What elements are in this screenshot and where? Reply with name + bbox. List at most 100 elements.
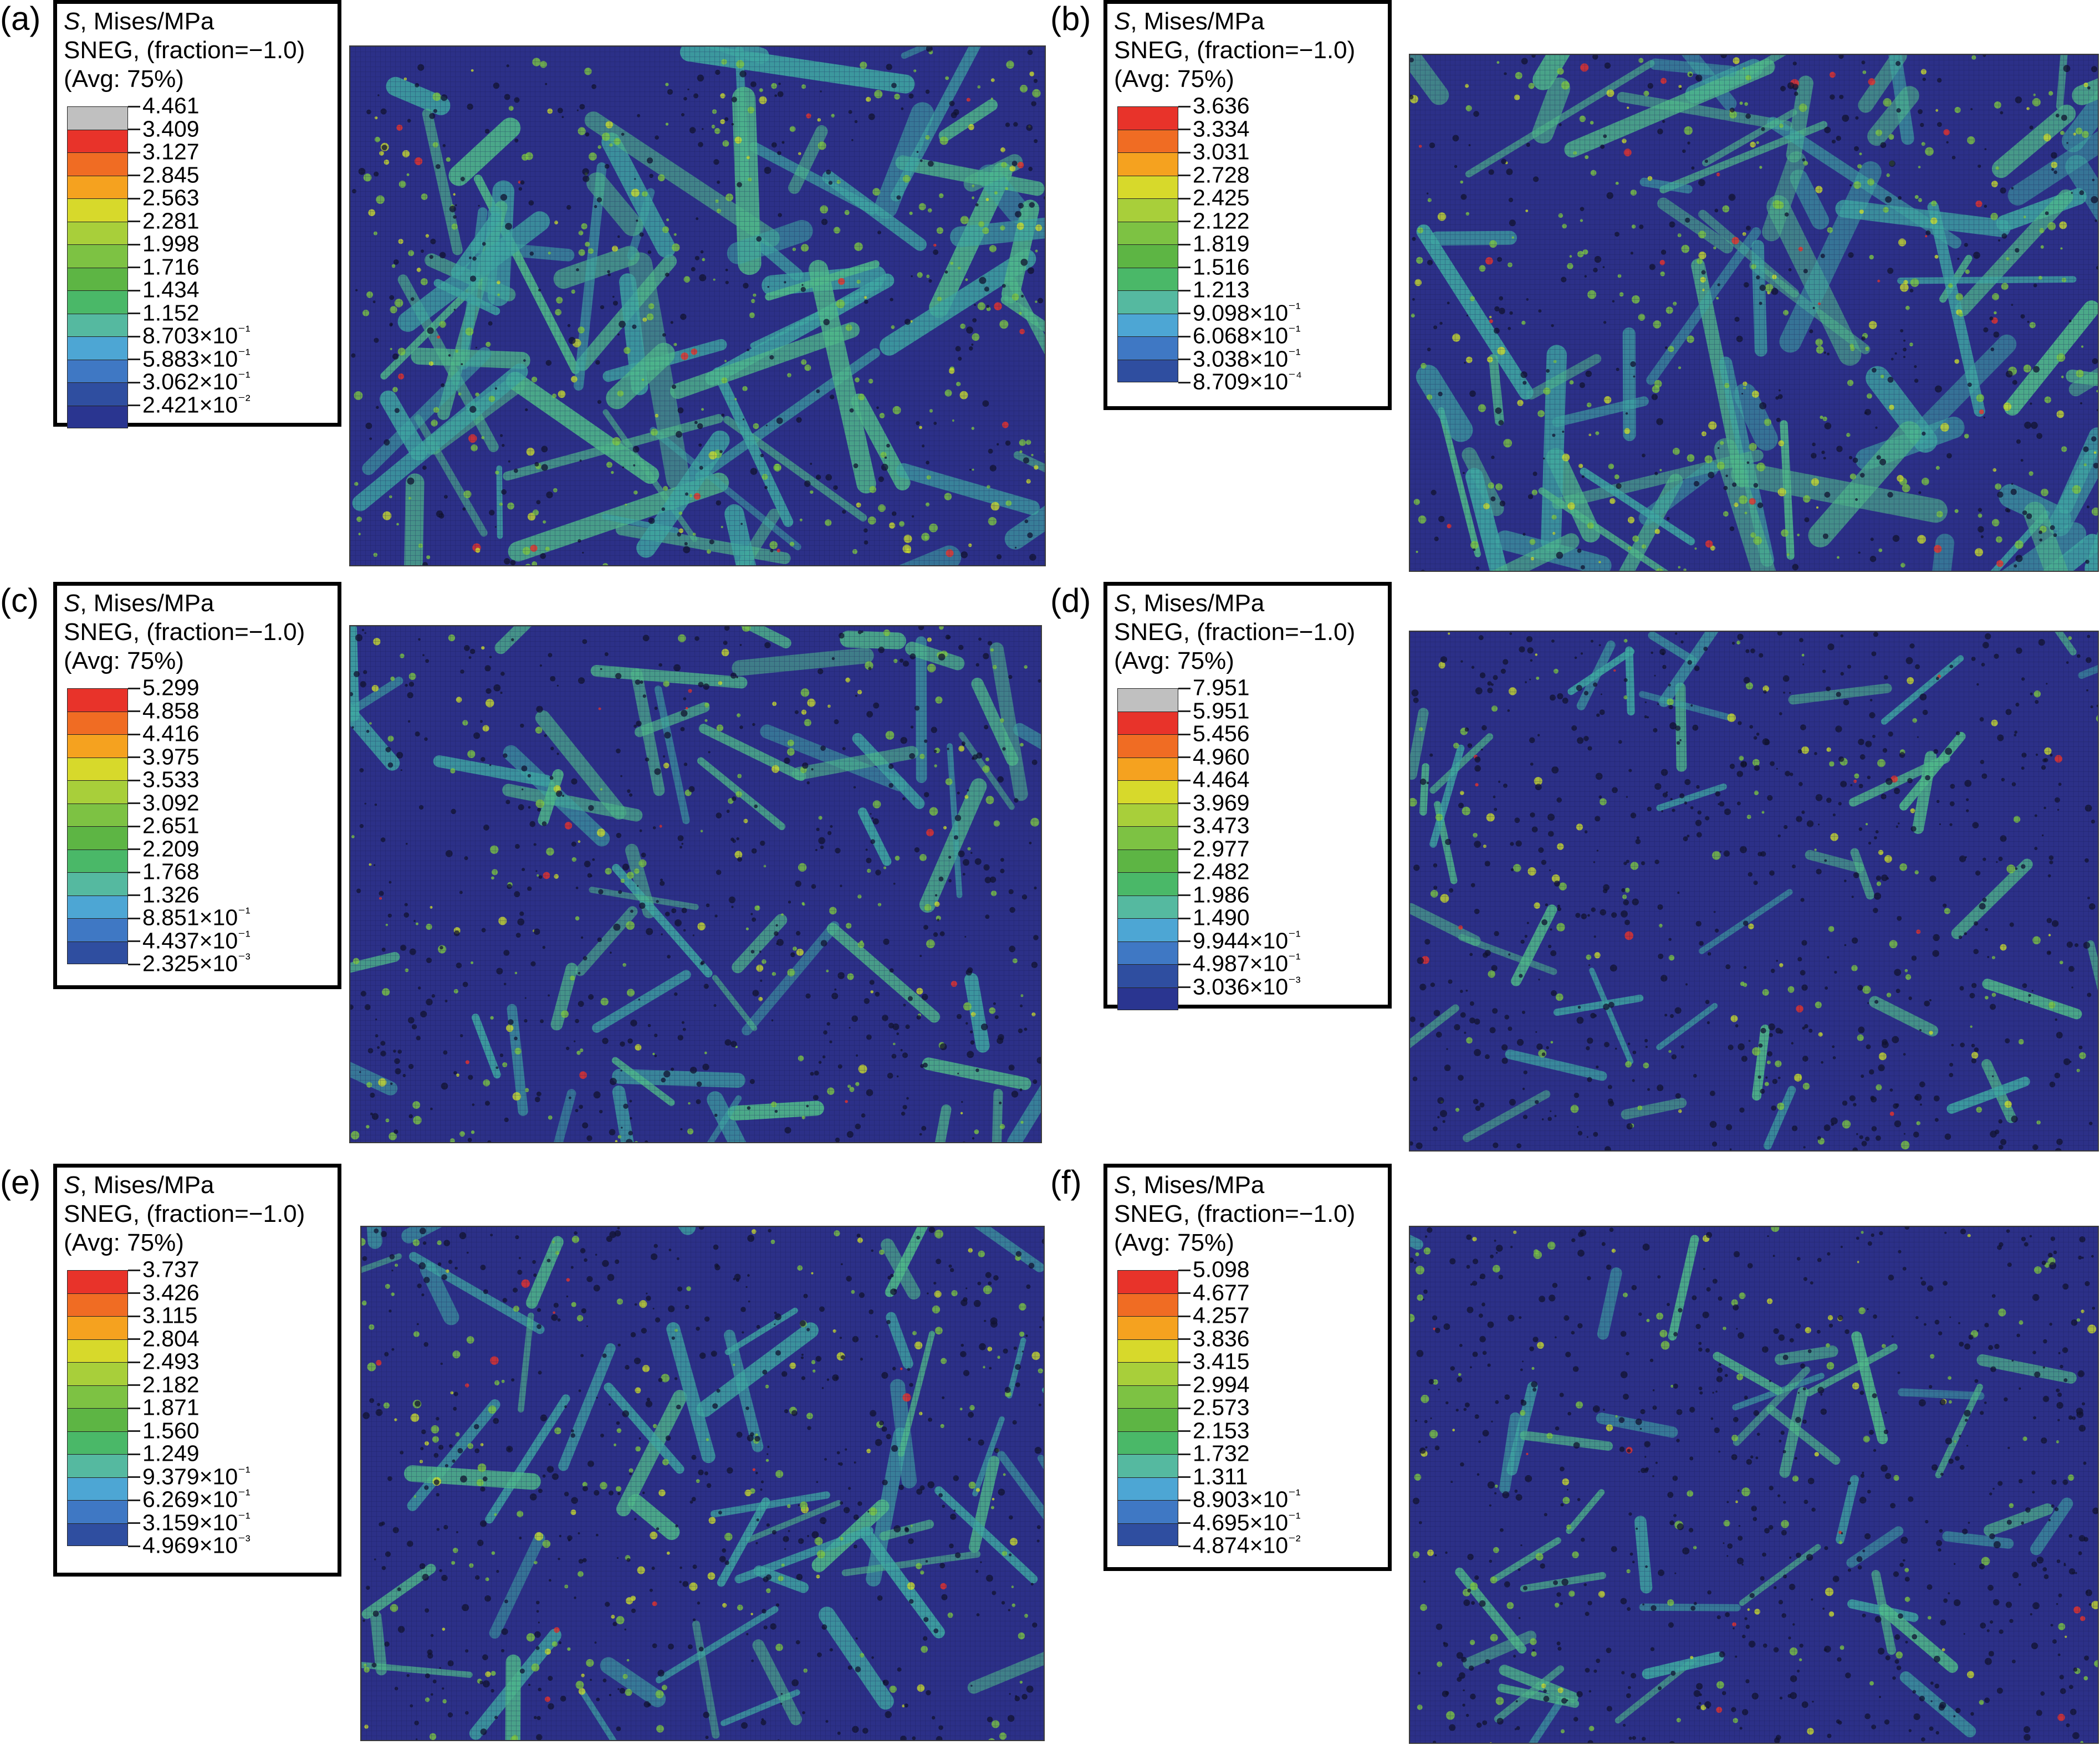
scale-value-label: 4.461 xyxy=(142,93,200,119)
scale-tick xyxy=(1178,289,1190,291)
scale-tick xyxy=(128,267,140,268)
scale-value-label: 2.651 xyxy=(142,812,200,838)
scale-value-label: 2.281 xyxy=(142,208,200,234)
legend-header: S, Mises/MPa SNEG, (fraction=−1.0) (Avg:… xyxy=(1114,1171,1355,1257)
scale-tick xyxy=(128,151,140,153)
scale-tick xyxy=(128,1315,140,1317)
scale-tick xyxy=(1178,1499,1190,1501)
scale-value-label: 2.845 xyxy=(142,162,200,188)
legend-header: S, Mises/MPa SNEG, (fraction=−1.0) (Avg:… xyxy=(1114,7,1355,94)
scale-value-label: 9.379×10⁻¹ xyxy=(142,1463,251,1490)
scale-tick xyxy=(1178,733,1190,735)
panel-a: (a) S, Mises/MPa SNEG, (fraction=−1.0) (… xyxy=(0,0,1050,581)
mesh-contour-plot xyxy=(360,1226,1045,1741)
panel-f: (f) S, Mises/MPa SNEG, (fraction=−1.0) (… xyxy=(1050,1164,2100,1745)
color-band xyxy=(1117,106,1178,130)
scale-value-label: 2.421×10⁻² xyxy=(142,391,251,418)
color-band xyxy=(1117,1454,1178,1477)
scale-value-label: 1.311 xyxy=(1193,1463,1248,1490)
scale-tick xyxy=(128,129,140,130)
legend-averaging: (Avg: 75%) xyxy=(1114,65,1234,93)
color-band xyxy=(1117,359,1178,382)
scale-tick xyxy=(128,1361,140,1363)
scale-tick xyxy=(128,1476,140,1478)
scale-tick xyxy=(128,1407,140,1409)
legend-box: S, Mises/MPa SNEG, (fraction=−1.0) (Avg:… xyxy=(1103,0,1392,410)
scale-tick xyxy=(1178,917,1190,919)
color-band xyxy=(67,1523,128,1546)
color-band xyxy=(1117,198,1178,222)
scale-tick xyxy=(128,1453,140,1455)
scale-value-label: 1.560 xyxy=(142,1418,200,1444)
scale-value-label: 4.257 xyxy=(1193,1302,1250,1328)
scale-tick xyxy=(128,894,140,896)
color-band xyxy=(1117,1408,1178,1431)
color-band xyxy=(67,1293,128,1316)
color-band xyxy=(1117,757,1178,780)
scale-tick xyxy=(1178,1361,1190,1363)
scale-tick xyxy=(1178,1292,1190,1294)
color-band xyxy=(67,129,128,152)
scale-value-label: 3.159×10⁻¹ xyxy=(142,1509,251,1536)
scale-value-label: 2.493 xyxy=(142,1348,200,1374)
scale-tick xyxy=(1178,243,1190,245)
scale-value-label: 3.127 xyxy=(142,139,200,165)
legend-averaging: (Avg: 75%) xyxy=(1114,647,1234,674)
color-band xyxy=(1117,987,1178,1010)
scale-tick xyxy=(128,175,140,176)
scale-tick xyxy=(128,710,140,712)
scale-value-label: 3.036×10⁻³ xyxy=(1193,973,1301,1000)
scale-value-label: 6.068×10⁻¹ xyxy=(1193,322,1301,349)
scale-value-label: 1.732 xyxy=(1193,1440,1250,1466)
color-band xyxy=(67,106,128,130)
scale-tick xyxy=(1178,1522,1190,1524)
color-band xyxy=(1117,152,1178,176)
scale-tick xyxy=(128,779,140,781)
scale-value-label: 2.425 xyxy=(1193,185,1250,211)
scale-tick xyxy=(128,405,140,406)
color-band xyxy=(67,1270,128,1293)
color-band xyxy=(1117,826,1178,850)
scale-value-label: 4.874×10⁻² xyxy=(1193,1532,1301,1558)
scale-tick xyxy=(1178,129,1190,130)
legend-title-symbol: S xyxy=(64,8,80,35)
scale-tick xyxy=(1178,105,1190,108)
scale-tick xyxy=(128,963,140,965)
color-band xyxy=(67,313,128,336)
scale-value-label: 3.473 xyxy=(1193,812,1250,838)
legend-box: S, Mises/MPa SNEG, (fraction=−1.0) (Avg:… xyxy=(53,582,341,989)
scale-tick xyxy=(1178,825,1190,827)
scale-tick xyxy=(128,848,140,850)
legend-header: S, Mises/MPa SNEG, (fraction=−1.0) (Avg:… xyxy=(1114,589,1355,676)
scale-tick xyxy=(128,825,140,827)
legend-title: S, Mises/MPa xyxy=(1114,1171,1355,1200)
scale-value-label: 3.031 xyxy=(1193,139,1250,165)
scale-value-label: 1.768 xyxy=(142,858,200,884)
legend-title-rest: , Mises/MPa xyxy=(1130,590,1265,617)
color-band xyxy=(67,1454,128,1477)
legend-title-rest: , Mises/MPa xyxy=(80,8,214,35)
scale-tick xyxy=(1178,802,1190,804)
scale-value-label: 5.098 xyxy=(1193,1256,1250,1282)
color-band xyxy=(1117,336,1178,360)
color-scale: 3.737 3.426 3.115 2.804 2.493 2.182 1.871 1.560… xyxy=(67,1258,251,1557)
scale-value-label: 8.851×10⁻¹ xyxy=(142,904,251,930)
color-band xyxy=(1117,872,1178,895)
scale-tick xyxy=(128,1499,140,1501)
color-band xyxy=(67,267,128,290)
color-band xyxy=(67,1339,128,1362)
mesh-contour-plot xyxy=(349,45,1046,566)
legend-title: S, Mises/MPa xyxy=(1114,589,1355,618)
scale-tick xyxy=(1178,848,1190,850)
color-band xyxy=(67,780,128,804)
scale-tick xyxy=(1178,151,1190,153)
scale-tick xyxy=(1178,1338,1190,1340)
legend-header: S, Mises/MPa SNEG, (fraction=−1.0) (Avg:… xyxy=(64,7,305,94)
scale-value-label: 1.434 xyxy=(142,277,200,303)
scale-tick xyxy=(128,221,140,222)
legend-title-symbol: S xyxy=(1114,8,1131,35)
mesh-texture xyxy=(1410,55,2098,571)
scale-tick xyxy=(1178,940,1190,942)
scale-tick xyxy=(1178,756,1190,758)
color-band xyxy=(1117,1270,1178,1293)
